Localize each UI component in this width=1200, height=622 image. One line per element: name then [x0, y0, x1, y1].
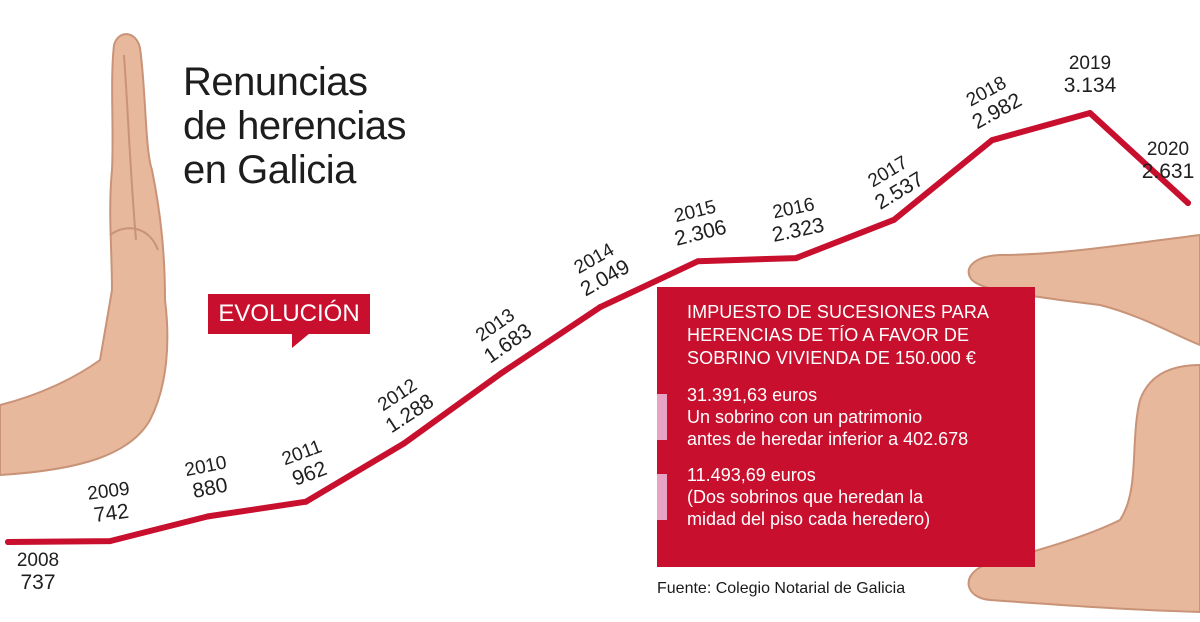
point-label-year: 2008 [16, 550, 60, 571]
point-label-2019: 2019 3.134 [1055, 53, 1125, 97]
data-point-2020 [1185, 200, 1191, 207]
source-note: Fuente: Colegio Notarial de Galicia [657, 580, 906, 597]
data-point-2008 [5, 539, 11, 545]
data-point-2015 [695, 258, 701, 265]
info-box: IMPUESTO DE SUCESIONES PARA HERENCIAS DE… [657, 287, 1035, 567]
point-label-2020: 2020 2.631 [1133, 139, 1200, 183]
data-point-2016 [793, 255, 799, 262]
info-heading-line-2: HERENCIAS DE TÍO A FAVOR DE [687, 325, 970, 345]
info-item-1-line-3: antes de heredar inferior a 402.678 [687, 429, 969, 449]
title-line-1: Renuncias [183, 60, 368, 104]
point-label-value: 2.631 [1141, 160, 1195, 184]
title-line-2: de herencias [183, 104, 407, 148]
info-item-marker [657, 394, 667, 440]
title-line-3: en Galicia [183, 148, 356, 192]
info-item-1-line-2: Un sobrino con un patrimonio [687, 407, 923, 427]
hand-left-illustration [0, 33, 169, 477]
data-point-2017 [891, 216, 897, 223]
info-item-2-amount: 11.493,69 euros [687, 465, 816, 485]
point-label-2008: 2008 737 [3, 550, 73, 594]
data-point-2014 [597, 304, 603, 311]
chart-title: Renuncias de herencias en Galicia [183, 60, 407, 192]
info-heading-line-3: SOBRINO VIVIENDA DE 150.000 € [687, 348, 977, 368]
hand-right-illustration [967, 233, 1200, 614]
data-point-2010 [205, 513, 211, 520]
point-label-2009: 2009 742 [72, 477, 147, 530]
info-item-marker [657, 474, 667, 520]
data-point-2013 [499, 369, 505, 376]
data-point-2019 [1087, 110, 1093, 116]
info-heading-line-1: IMPUESTO DE SUCESIONES PARA [687, 302, 990, 322]
data-point-2009 [107, 538, 113, 545]
data-point-2012 [401, 440, 407, 447]
info-item-1-amount: 31.391,63 euros [687, 385, 818, 405]
data-point-2011 [303, 498, 309, 505]
info-item-2: 11.493,69 euros (Dos sobrinos que hereda… [657, 464, 1035, 530]
point-label-year: 2020 [1146, 139, 1190, 161]
point-label-value: 737 [20, 571, 56, 594]
info-item-2-line-2: (Dos sobrinos que heredan la [687, 487, 924, 507]
data-point-2018 [989, 137, 995, 144]
info-item-1: 31.391,63 euros Un sobrino con un patrim… [657, 384, 1035, 450]
evolution-tag: EVOLUCIÓN [208, 294, 370, 348]
info-heading: IMPUESTO DE SUCESIONES PARA HERENCIAS DE… [687, 301, 1035, 370]
point-label-value: 3.134 [1063, 74, 1117, 97]
point-label-year: 2019 [1068, 53, 1112, 74]
info-item-2-line-3: midad del piso cada heredero) [687, 509, 931, 529]
